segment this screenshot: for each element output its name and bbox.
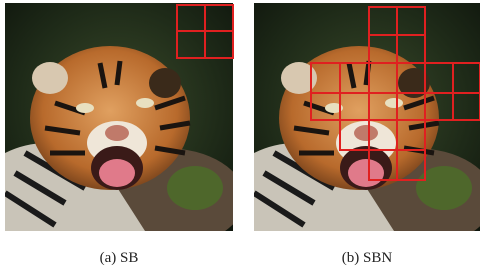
- caption: (b) SBN: [342, 250, 393, 266]
- figure: (a) SB (b) SBN: [0, 0, 480, 272]
- panel-b: (b) SBN: [254, 3, 480, 266]
- page: (a) SB (b) SBN (() => { const data = JSO…: [0, 0, 480, 272]
- panel-a: (a) SB: [5, 3, 245, 266]
- caption: (a) SB: [100, 250, 139, 266]
- tiger-image: [254, 3, 480, 248]
- tiger-image: [5, 3, 245, 248]
